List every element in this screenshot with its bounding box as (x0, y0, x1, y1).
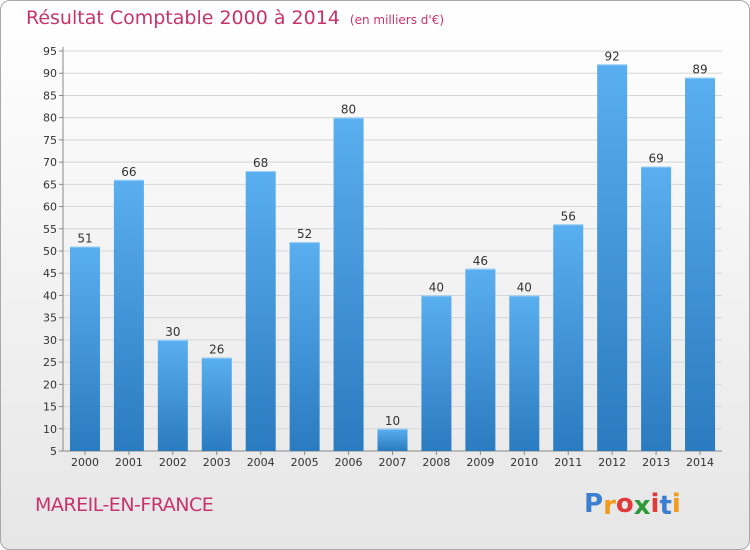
y-tick-label: 65 (43, 178, 57, 191)
bar (641, 166, 672, 452)
y-tick-label: 85 (43, 89, 57, 102)
data-label: 46 (473, 254, 488, 268)
location-name: MAREIL-EN-FRANCE (35, 494, 214, 516)
data-label: 40 (429, 280, 444, 294)
bar (377, 428, 408, 451)
bar (245, 171, 276, 451)
y-tick-label: 60 (43, 201, 57, 214)
x-tick-label: 2010 (510, 456, 538, 469)
logo-letter: P (584, 489, 604, 519)
bar (465, 268, 496, 451)
x-tick-label: 2009 (466, 456, 494, 469)
bar (157, 339, 188, 451)
y-tick-label: 70 (43, 156, 57, 169)
y-tick-label: 80 (43, 112, 57, 125)
y-tick-label: 10 (43, 423, 57, 436)
y-tick-label: 55 (43, 223, 57, 236)
chart-title: Résultat Comptable 2000 à 2014 (26, 7, 340, 29)
logo-letter: x (633, 491, 651, 521)
data-label: 52 (297, 227, 312, 241)
bar (421, 295, 452, 451)
x-tick-label: 2004 (247, 456, 275, 469)
logo-letter: t (659, 491, 672, 521)
data-label: 69 (648, 152, 663, 166)
x-tick-labels: 2000 2001 2002 2003 2004 2005 2006 2007 2008 2009… (71, 456, 714, 469)
x-tick-label: 2001 (115, 456, 143, 469)
x-tick-label: 2006 (335, 456, 363, 469)
chart-subtitle: (en milliers d'€) (349, 13, 445, 27)
data-label: 56 (561, 209, 576, 223)
bars (69, 64, 716, 452)
y-tick-label: 35 (43, 312, 57, 325)
y-tick-labels: 5 10 15 20 25 30 35 40 45 50 55 60 65 70 75 80 85 90 95 (43, 45, 57, 458)
y-tick-label: 50 (43, 245, 57, 258)
bar (113, 179, 144, 451)
data-label: 40 (517, 280, 532, 294)
data-label: 89 (692, 63, 707, 77)
logo-letter: i (671, 489, 681, 519)
data-label: 80 (341, 103, 356, 117)
bar (685, 77, 716, 452)
x-tick-label: 2002 (159, 456, 187, 469)
x-tick-label: 2013 (642, 456, 670, 469)
bar (333, 117, 364, 452)
data-label: 51 (77, 232, 92, 246)
x-tick-label: 2003 (203, 456, 231, 469)
bar (509, 295, 540, 451)
y-tick-label: 90 (43, 67, 57, 80)
data-label: 10 (385, 414, 400, 428)
x-tick-label: 2011 (554, 456, 582, 469)
data-label: 30 (165, 325, 180, 339)
logo-letter: o (615, 489, 634, 519)
x-tick-label: 2000 (71, 456, 99, 469)
data-label: 66 (121, 165, 136, 179)
y-tick-label: 20 (43, 378, 57, 391)
bar (69, 246, 100, 451)
y-tick-label: 30 (43, 334, 57, 347)
y-tick-label: 95 (43, 45, 57, 58)
chart-title-block: Résultat Comptable 2000 à 2014 (en millie… (26, 7, 444, 29)
bar (201, 357, 232, 451)
y-tick-label: 15 (43, 401, 57, 414)
x-tick-label: 2008 (422, 456, 450, 469)
y-tick-label: 25 (43, 356, 57, 369)
y-tick-label: 45 (43, 267, 57, 280)
bar (597, 64, 628, 452)
x-tick-label: 2007 (379, 456, 407, 469)
data-label: 92 (605, 49, 620, 63)
data-label: 68 (253, 156, 268, 170)
y-tick-label: 40 (43, 289, 57, 302)
data-labels: 51 66 30 26 68 52 80 10 40 46 40 56 92 69 89 (77, 49, 707, 427)
bar (289, 242, 320, 451)
x-tick-label: 2014 (686, 456, 714, 469)
x-tick-label: 2012 (598, 456, 626, 469)
x-tick-label: 2005 (291, 456, 319, 469)
logo-letter: r (603, 491, 616, 521)
y-tick-label: 5 (50, 445, 57, 458)
y-tick-label: 75 (43, 134, 57, 147)
data-label: 26 (209, 343, 224, 357)
bar (553, 224, 584, 451)
logo-letter: i (650, 489, 660, 519)
proxiti-logo: Proxiti (584, 489, 681, 521)
